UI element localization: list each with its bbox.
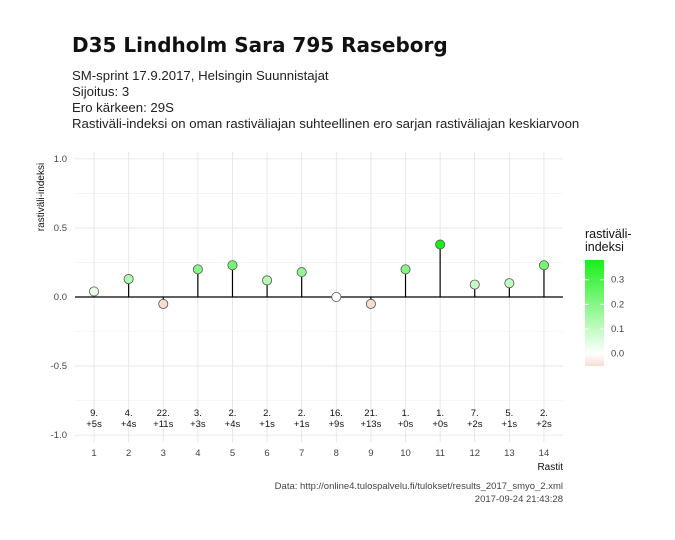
annotation-diff: +0s <box>432 419 448 430</box>
legend-tick-label: 0.1 <box>611 324 624 335</box>
annotation-diff: +1s <box>502 419 518 430</box>
annotation-rank: 2. <box>540 408 548 419</box>
x-tick-label: 4 <box>195 448 200 459</box>
chart-title: D35 Lindholm Sara 795 Raseborg <box>72 33 448 57</box>
annotation-rank: 2. <box>263 408 271 419</box>
x-tick-label: 13 <box>504 448 515 459</box>
legend-tick-label: 0.2 <box>611 299 624 310</box>
annotation-diff: +4s <box>121 419 137 430</box>
x-tick-label: 2 <box>126 448 131 459</box>
annotation-rank: 2. <box>298 408 306 419</box>
annotation-diff: +4s <box>225 419 241 430</box>
x-tick-label: 6 <box>264 448 269 459</box>
annotation-rank: 22. <box>157 408 170 419</box>
annotation-diff: +5s <box>86 419 102 430</box>
lollipop-point <box>400 264 411 275</box>
lollipop-point <box>296 267 307 278</box>
annotation-rank: 4. <box>125 408 133 419</box>
y-tick-label: 0.5 <box>54 223 67 234</box>
subtitle-event: SM-sprint 17.9.2017, Helsingin Suunnista… <box>72 68 329 83</box>
annotation-diff: +9s <box>329 419 345 430</box>
lollipop-point <box>227 260 238 271</box>
x-tick-label: 8 <box>334 448 339 459</box>
legend-tick-label: 0.3 <box>611 275 624 286</box>
y-tick-label: 0.0 <box>54 292 67 303</box>
y-tick-label: -0.5 <box>51 361 67 372</box>
annotation-rank: 9. <box>90 408 98 419</box>
x-tick-label: 14 <box>539 448 550 459</box>
lollipop-point <box>158 298 169 309</box>
lollipop-point <box>504 278 515 289</box>
x-tick-label: 3 <box>161 448 166 459</box>
lollipop-point <box>331 291 342 302</box>
y-tick-label: -1.0 <box>51 430 67 441</box>
annotation-rank: 16. <box>330 408 343 419</box>
annotation-diff: +13s <box>360 419 381 430</box>
subtitle-difference: Ero kärkeen: 29S <box>72 100 174 115</box>
x-tick-label: 5 <box>230 448 235 459</box>
data-source-caption: Data: http://online4.tulospalvelu.fi/tul… <box>274 481 563 492</box>
timestamp-caption: 2017-09-24 21:43:28 <box>474 494 563 505</box>
annotation-rank: 3. <box>194 408 202 419</box>
lollipop-point <box>89 286 100 297</box>
annotation-rank: 1. <box>436 408 444 419</box>
lollipop-point <box>123 274 134 285</box>
legend-tick-label: 0.0 <box>611 349 624 360</box>
subtitle-placement: Sijoitus: 3 <box>72 84 130 99</box>
annotation-diff: +1s <box>294 419 310 430</box>
annotation-rank: 2. <box>229 408 237 419</box>
annotation-diff: +2s <box>536 419 552 430</box>
y-axis-title: rastiväli-indeksi <box>36 163 47 231</box>
lollipop-point <box>192 264 203 275</box>
annotation-diff: +11s <box>153 419 173 430</box>
annotation-rank: 7. <box>471 408 479 419</box>
y-tick-label: 1.0 <box>54 154 67 165</box>
legend-title-line-1: rastiväli- <box>585 227 632 241</box>
legend-colorbar <box>585 260 604 366</box>
annotation-diff: +0s <box>398 419 414 430</box>
x-tick-label: 10 <box>400 448 411 459</box>
x-tick-label: 1 <box>91 448 96 459</box>
x-tick-label: 7 <box>299 448 304 459</box>
subtitle-description: Rastiväli-indeksi on oman rastiväliajan … <box>72 116 580 131</box>
legend-title: rastiväli- indeksi <box>585 228 632 254</box>
x-tick-label: 12 <box>469 448 480 459</box>
annotation-diff: +2s <box>467 419 483 430</box>
lollipop-point <box>365 298 376 309</box>
lollipop-point <box>262 275 273 286</box>
x-tick-label: 9 <box>368 448 373 459</box>
legend-title-line-2: indeksi <box>585 240 624 254</box>
annotation-diff: +3s <box>190 419 206 430</box>
x-axis-title: Rastit <box>537 462 563 473</box>
lollipop-point <box>538 260 549 271</box>
lollipop-point <box>435 239 446 250</box>
annotation-rank: 21. <box>364 408 377 419</box>
annotation-diff: +1s <box>259 419 275 430</box>
annotation-rank: 5. <box>505 408 513 419</box>
lollipop-point <box>469 279 480 290</box>
x-tick-label: 11 <box>435 448 445 459</box>
annotation-rank: 1. <box>402 408 410 419</box>
